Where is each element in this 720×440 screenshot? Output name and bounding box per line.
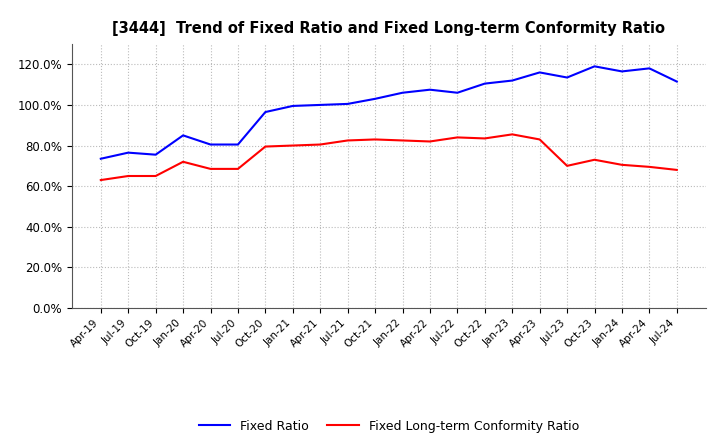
Fixed Long-term Conformity Ratio (480, 136, 489, 141)
Fixed Ratio (672, 79, 681, 84)
Fixed Long-term Conformity Ratio (96, 177, 105, 183)
Fixed Long-term Conformity Ratio (453, 135, 462, 140)
Fixed Ratio (536, 70, 544, 75)
Fixed Long-term Conformity Ratio (645, 164, 654, 169)
Fixed Long-term Conformity Ratio (590, 157, 599, 162)
Fixed Ratio (371, 96, 379, 102)
Fixed Ratio (316, 102, 325, 107)
Fixed Ratio (645, 66, 654, 71)
Fixed Ratio (563, 75, 572, 80)
Fixed Long-term Conformity Ratio (206, 166, 215, 172)
Fixed Ratio (206, 142, 215, 147)
Fixed Long-term Conformity Ratio (371, 137, 379, 142)
Fixed Ratio (426, 87, 434, 92)
Fixed Long-term Conformity Ratio (618, 162, 626, 168)
Fixed Ratio (124, 150, 132, 155)
Fixed Long-term Conformity Ratio (124, 173, 132, 179)
Fixed Long-term Conformity Ratio (536, 137, 544, 142)
Fixed Ratio (453, 90, 462, 95)
Fixed Ratio (398, 90, 407, 95)
Fixed Ratio (261, 110, 270, 115)
Fixed Long-term Conformity Ratio (563, 163, 572, 169)
Fixed Ratio (151, 152, 160, 158)
Fixed Long-term Conformity Ratio (151, 173, 160, 179)
Fixed Ratio (590, 64, 599, 69)
Fixed Long-term Conformity Ratio (261, 144, 270, 149)
Legend: Fixed Ratio, Fixed Long-term Conformity Ratio: Fixed Ratio, Fixed Long-term Conformity … (194, 414, 584, 437)
Line: Fixed Long-term Conformity Ratio: Fixed Long-term Conformity Ratio (101, 134, 677, 180)
Fixed Long-term Conformity Ratio (343, 138, 352, 143)
Fixed Long-term Conformity Ratio (426, 139, 434, 144)
Fixed Long-term Conformity Ratio (398, 138, 407, 143)
Line: Fixed Ratio: Fixed Ratio (101, 66, 677, 159)
Fixed Long-term Conformity Ratio (672, 167, 681, 172)
Fixed Long-term Conformity Ratio (316, 142, 325, 147)
Title: [3444]  Trend of Fixed Ratio and Fixed Long-term Conformity Ratio: [3444] Trend of Fixed Ratio and Fixed Lo… (112, 21, 665, 36)
Fixed Ratio (233, 142, 242, 147)
Fixed Long-term Conformity Ratio (289, 143, 297, 148)
Fixed Ratio (96, 156, 105, 161)
Fixed Ratio (508, 78, 516, 83)
Fixed Long-term Conformity Ratio (233, 166, 242, 172)
Fixed Ratio (343, 101, 352, 106)
Fixed Ratio (618, 69, 626, 74)
Fixed Ratio (480, 81, 489, 86)
Fixed Ratio (289, 103, 297, 109)
Fixed Long-term Conformity Ratio (179, 159, 187, 165)
Fixed Ratio (179, 133, 187, 138)
Fixed Long-term Conformity Ratio (508, 132, 516, 137)
